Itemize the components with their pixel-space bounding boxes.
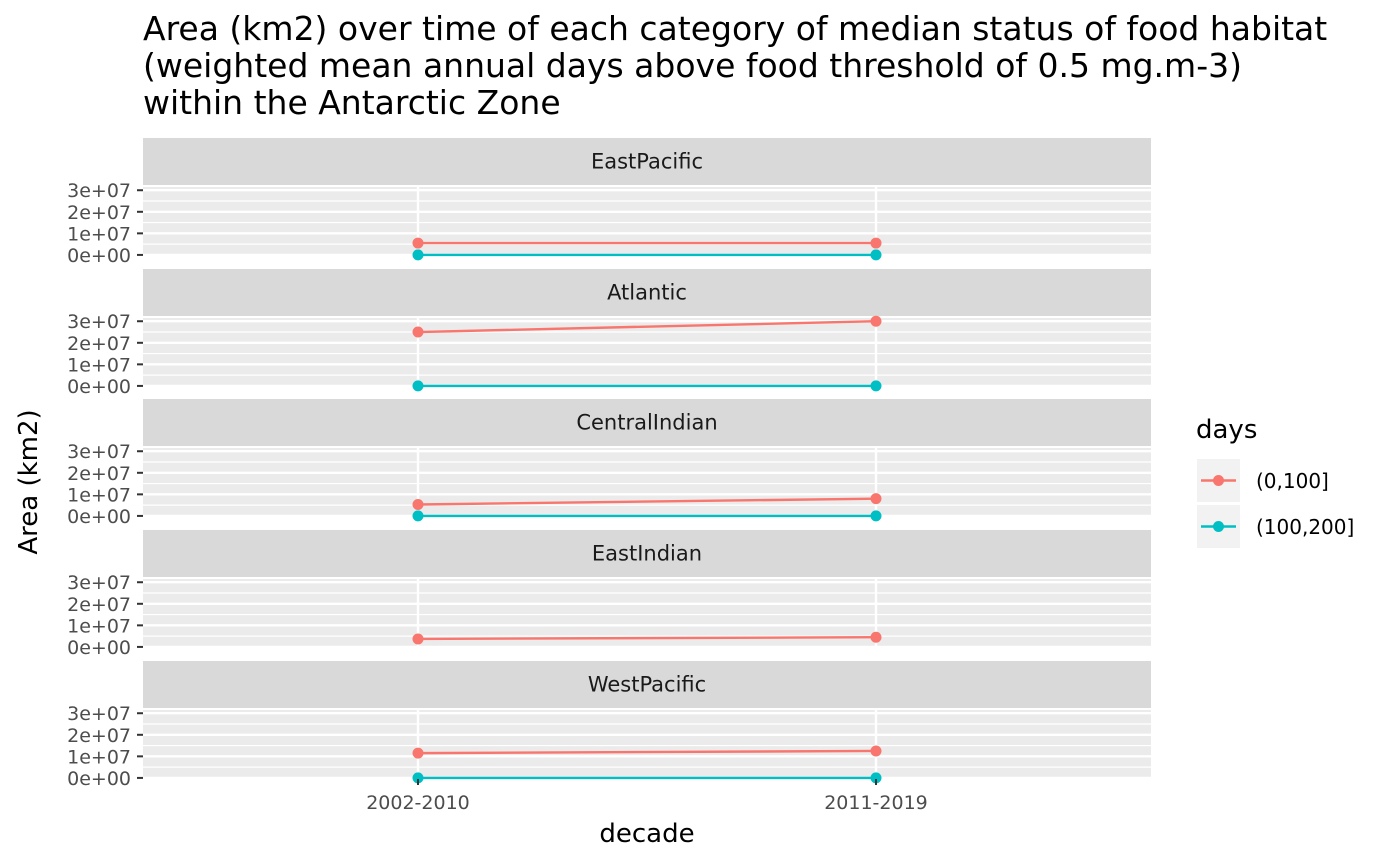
facet-strip-label: EastPacific xyxy=(591,150,703,174)
y-tick-label: 0e+00 xyxy=(67,376,131,398)
facet-strip-label: EastIndian xyxy=(592,542,702,566)
data-point xyxy=(870,315,882,327)
facet-strip xyxy=(143,530,1151,577)
series-line xyxy=(417,749,877,755)
y-tick-label: 3e+07 xyxy=(67,311,131,333)
data-point xyxy=(870,772,882,784)
data-point xyxy=(870,249,882,261)
y-tick-label: 2e+07 xyxy=(67,202,131,224)
y-tick-label: 0e+00 xyxy=(67,768,131,790)
y-tick-label: 0e+00 xyxy=(67,637,131,659)
facet-strip-label: WestPacific xyxy=(588,673,706,697)
y-tick-label: 0e+00 xyxy=(67,506,131,528)
data-point xyxy=(412,498,424,510)
y-tick-label: 2e+07 xyxy=(67,463,131,485)
data-point xyxy=(412,380,424,392)
facet-strip xyxy=(143,661,1151,708)
x-axis-title: decade xyxy=(599,819,694,849)
x-tick-label: 2002-2010 xyxy=(366,792,470,814)
facet-strip xyxy=(143,399,1151,446)
series-line xyxy=(417,497,877,506)
facet-strip xyxy=(143,269,1151,316)
facet-strip-label: CentralIndian xyxy=(576,411,717,435)
y-tick-label: 2e+07 xyxy=(67,333,131,355)
data-point xyxy=(412,249,424,261)
data-point xyxy=(412,510,424,522)
y-tick-label: 1e+07 xyxy=(67,615,131,637)
data-point xyxy=(412,633,424,645)
facet-strip-label: Atlantic xyxy=(607,281,687,305)
legend-key-point xyxy=(1213,475,1224,486)
chart-title: Area (km2) over time of each category of… xyxy=(143,10,1400,121)
y-tick-label: 0e+00 xyxy=(67,245,131,267)
panel-background xyxy=(143,448,1151,517)
y-axis-title: Area (km2) xyxy=(14,409,44,554)
y-tick-label: 1e+07 xyxy=(67,354,131,376)
data-point xyxy=(412,747,424,759)
data-point xyxy=(412,237,424,249)
y-tick-label: 3e+07 xyxy=(67,572,131,594)
y-tick-label: 1e+07 xyxy=(67,746,131,768)
y-tick-label: 1e+07 xyxy=(67,484,131,506)
data-point xyxy=(870,493,882,505)
data-point xyxy=(870,745,882,757)
y-tick-label: 3e+07 xyxy=(67,703,131,725)
chart-title-line-2: (weighted mean annual days above food th… xyxy=(143,46,1242,85)
x-tick-label: 2011-2019 xyxy=(824,792,928,814)
series-line xyxy=(417,636,877,641)
panel-background xyxy=(143,187,1151,256)
data-point xyxy=(870,510,882,522)
legend-entry-label: (100,200] xyxy=(1256,515,1354,539)
chart-title-line-3: within the Antarctic Zone xyxy=(143,83,561,121)
series-line xyxy=(417,320,877,334)
y-tick-label: 3e+07 xyxy=(67,180,131,202)
legend-key-point xyxy=(1213,521,1224,532)
panel-background xyxy=(143,318,1151,387)
data-point xyxy=(412,326,424,338)
y-tick-label: 3e+07 xyxy=(67,441,131,463)
legend-entry-label: (0,100] xyxy=(1256,469,1329,493)
y-tick-label: 1e+07 xyxy=(67,223,131,245)
y-tick-label: 2e+07 xyxy=(67,725,131,747)
data-point xyxy=(870,237,882,249)
data-point xyxy=(870,380,882,392)
data-point xyxy=(870,631,882,643)
y-tick-label: 2e+07 xyxy=(67,594,131,616)
data-point xyxy=(412,772,424,784)
legend-title: days xyxy=(1196,415,1257,445)
chart-title-line-1: Area (km2) over time of each category of… xyxy=(143,10,1328,48)
facet-strip xyxy=(143,138,1151,185)
panel-background xyxy=(143,710,1151,779)
